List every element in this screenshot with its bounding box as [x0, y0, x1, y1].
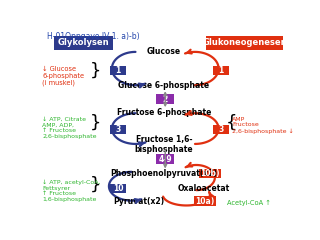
Text: }: }: [90, 176, 101, 194]
Text: Phosphoenolpyruvat(x2): Phosphoenolpyruvat(x2): [110, 169, 218, 178]
Text: {: {: [226, 114, 237, 132]
Text: 10a): 10a): [195, 197, 214, 205]
FancyBboxPatch shape: [110, 66, 126, 75]
Text: H-01Oppgave IV 1. a)-b): H-01Oppgave IV 1. a)-b): [47, 32, 140, 41]
Text: 3: 3: [116, 125, 121, 134]
FancyBboxPatch shape: [110, 184, 126, 193]
Text: Glykolysen: Glykolysen: [58, 38, 109, 47]
FancyBboxPatch shape: [194, 196, 216, 206]
Text: ↓ ATP, acetyl-CoA,
Fettsyrer
↑ Fructose
1,6-bisphosphate: ↓ ATP, acetyl-CoA, Fettsyrer ↑ Fructose …: [43, 180, 101, 202]
Text: 2: 2: [163, 95, 168, 103]
Text: Fructose 6-phosphate: Fructose 6-phosphate: [117, 108, 211, 117]
Text: Oxaloacetat: Oxaloacetat: [178, 184, 230, 193]
Text: Acetyl-CoA ↑: Acetyl-CoA ↑: [227, 200, 271, 206]
Text: 1: 1: [116, 66, 121, 75]
Text: AMP
Fructose
2,6-bisphosphate ↓: AMP Fructose 2,6-bisphosphate ↓: [232, 117, 294, 134]
FancyBboxPatch shape: [213, 125, 229, 134]
Text: ↓ Glucose
6-phosphate
(i muskel): ↓ Glucose 6-phosphate (i muskel): [43, 66, 84, 86]
FancyBboxPatch shape: [199, 169, 221, 179]
Text: 10b): 10b): [200, 169, 220, 178]
Text: 4-9: 4-9: [158, 155, 172, 164]
Text: }: }: [90, 61, 101, 79]
Text: ↓ ATP, Citrate
AMP, ADP,
↑ Fructose
2,6-bisphosphate: ↓ ATP, Citrate AMP, ADP, ↑ Fructose 2,6-…: [43, 117, 97, 139]
FancyBboxPatch shape: [110, 125, 126, 134]
FancyBboxPatch shape: [54, 36, 113, 50]
Text: 10: 10: [113, 184, 124, 193]
Text: Glucose: Glucose: [147, 48, 181, 56]
FancyBboxPatch shape: [156, 155, 174, 164]
Text: 1: 1: [219, 66, 224, 75]
FancyBboxPatch shape: [156, 94, 174, 104]
Text: Glukoneogenesen: Glukoneogenesen: [202, 38, 287, 47]
Text: 3: 3: [219, 125, 224, 134]
FancyBboxPatch shape: [213, 66, 229, 75]
Text: Glucose 6-phosphate: Glucose 6-phosphate: [118, 81, 210, 90]
Text: Pyruvat(x2): Pyruvat(x2): [114, 197, 165, 205]
Text: Fructose 1,6-
bisphosphate: Fructose 1,6- bisphosphate: [135, 135, 193, 154]
Text: }: }: [90, 114, 101, 132]
FancyBboxPatch shape: [206, 36, 283, 50]
